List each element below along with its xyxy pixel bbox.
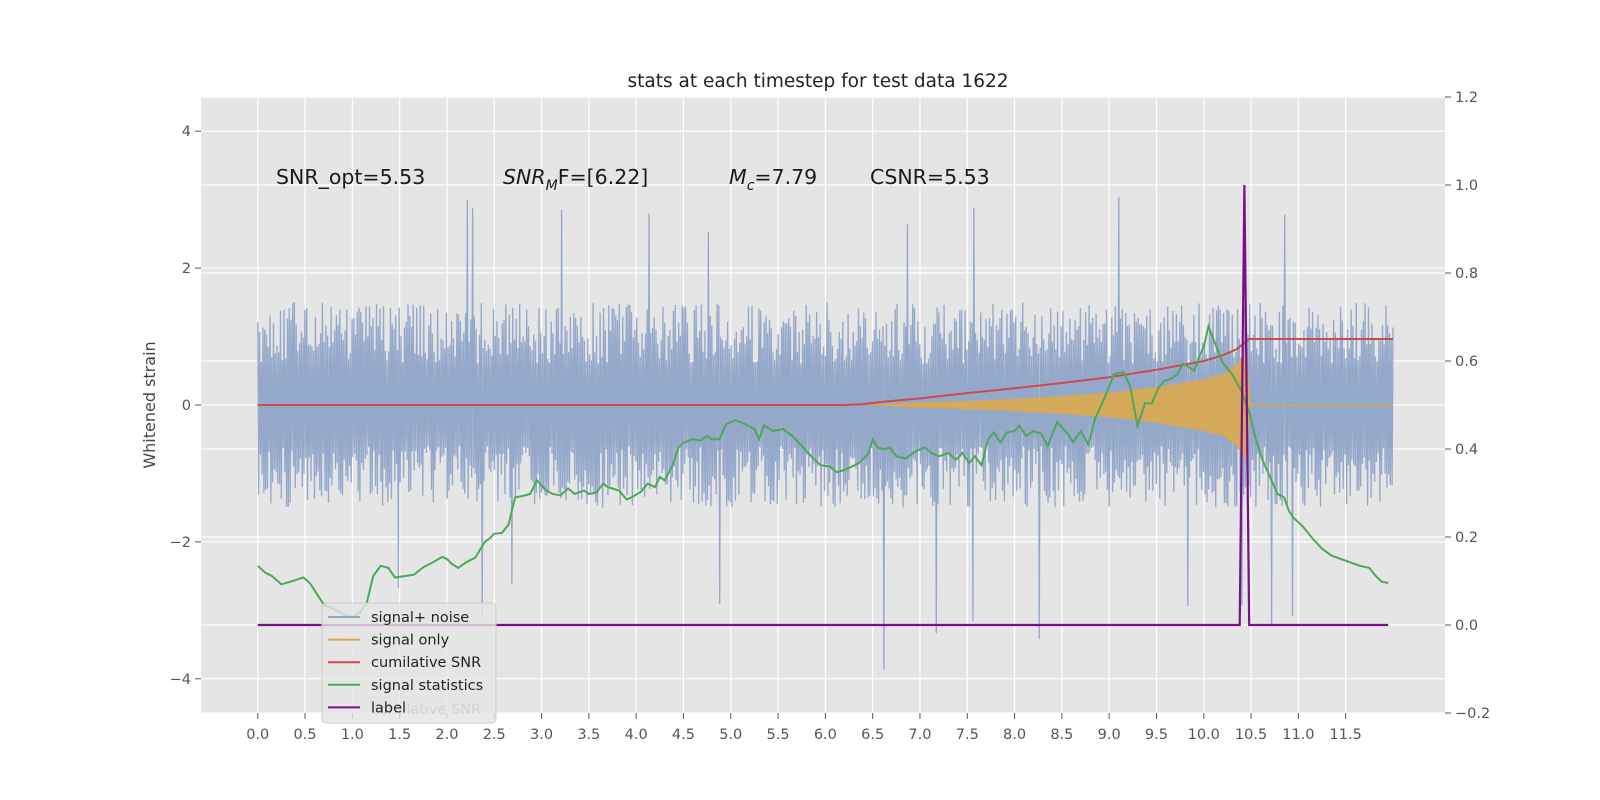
legend-label-3: signal statistics: [371, 678, 483, 694]
x-tick-label-11: 5.5: [767, 727, 790, 743]
y-tick-label-2: 0: [182, 398, 191, 414]
y2-tick-label-2: 0.2: [1455, 530, 1478, 546]
annotation-snr-mf: SNRMF=[6.22]: [503, 165, 648, 194]
x-tick-label-23: 11.5: [1330, 727, 1362, 743]
legend-label-2: cumilative SNR: [371, 655, 481, 671]
legend: cumilative SNR signal+ noise signal only c…: [321, 602, 497, 724]
annotation-snr-mf-sub: M: [546, 178, 558, 194]
x-tick-label-17: 8.5: [1050, 727, 1073, 743]
x-tick-label-14: 7.0: [908, 727, 931, 743]
x-tick-label-16: 8.0: [1003, 727, 1026, 743]
x-tick-label-2: 1.0: [341, 727, 364, 743]
y-tick-label-1: −2: [170, 535, 191, 551]
series-layer: [257, 184, 1394, 670]
x-tick-label-22: 11.0: [1282, 727, 1314, 743]
legend-label-0: signal+ noise: [371, 610, 469, 626]
x-tick-label-1: 0.5: [294, 727, 317, 743]
x-tick-label-3: 1.5: [388, 727, 411, 743]
series-signal-only-envelope: [863, 351, 1252, 459]
y2-tick-label-1: 0.0: [1455, 618, 1478, 634]
x-tick-label-4: 2.0: [435, 727, 458, 743]
legend-items: signal+ noise signal only cumilative SNR si…: [328, 610, 483, 716]
y-tick-label-0: −4: [170, 672, 191, 688]
legend-ghost-text: cumilative SNR: [371, 702, 481, 718]
x-tick-label-20: 10.0: [1188, 727, 1220, 743]
annotation-snr-mf-rest: F=[6.22]: [558, 165, 649, 189]
chart-title: stats at each timestep for test data 162…: [627, 71, 1008, 92]
y2-tick-label-3: 0.4: [1455, 442, 1478, 458]
x-axis-ticks: 0.0 0.5 1.0 1.5 2.0 2.5 3.0 3.5 4.0 4.5 5.0 5.5 6.0 6…: [246, 713, 1362, 743]
y2-tick-label-6: 1.0: [1455, 178, 1478, 194]
x-tick-label-18: 9.0: [1098, 727, 1121, 743]
y2-tick-label-7: 1.2: [1455, 90, 1478, 106]
annotation-csnr: CSNR=5.53: [870, 165, 990, 189]
series-label: [257, 184, 1389, 627]
x-tick-label-7: 3.5: [577, 727, 600, 743]
y2-tick-label-5: 0.8: [1455, 266, 1478, 282]
annotation-mc-rest: =7.79: [754, 165, 817, 189]
series-signal-statistics: [257, 322, 1389, 619]
y-axis-label: Whitened strain: [140, 341, 159, 468]
annotation-mc-sub: c: [747, 178, 755, 194]
annotation-mc-main: M: [729, 165, 747, 189]
annotation-snr-opt: SNR_opt=5.53: [276, 165, 425, 190]
x-tick-label-6: 3.0: [530, 727, 553, 743]
annotation-snr-mf-main: SNR: [503, 165, 546, 189]
x-tick-label-21: 10.5: [1235, 727, 1267, 743]
y2-axis-ticks: −0.2 0.0 0.2 0.4 0.6 0.8 1.0 1.2: [1445, 90, 1490, 722]
annotation-mc: Mc=7.79: [729, 165, 817, 194]
y-tick-label-4: 4: [182, 124, 191, 140]
x-tick-label-8: 4.0: [625, 727, 648, 743]
x-tick-label-19: 9.5: [1145, 727, 1168, 743]
annotations: SNR_opt=5.53 SNRMF=[6.22] Mc=7.79 CSNR=5…: [276, 165, 990, 194]
y-tick-label-3: 2: [182, 261, 191, 277]
x-tick-label-12: 6.0: [814, 727, 837, 743]
x-tick-label-0: 0.0: [246, 727, 269, 743]
y2-tick-label-0: −0.2: [1455, 706, 1490, 722]
x-tick-label-13: 6.5: [861, 727, 884, 743]
x-tick-label-9: 4.5: [672, 727, 695, 743]
x-tick-label-10: 5.0: [719, 727, 742, 743]
x-tick-label-15: 7.5: [956, 727, 979, 743]
legend-label-1: signal only: [371, 633, 450, 649]
legend-label-4: label: [371, 700, 406, 716]
y-axis-ticks: −4 −2 0 2 4: [170, 124, 201, 688]
y2-tick-label-4: 0.6: [1455, 354, 1478, 370]
x-tick-label-5: 2.5: [483, 727, 506, 743]
legend-box: [321, 602, 497, 724]
